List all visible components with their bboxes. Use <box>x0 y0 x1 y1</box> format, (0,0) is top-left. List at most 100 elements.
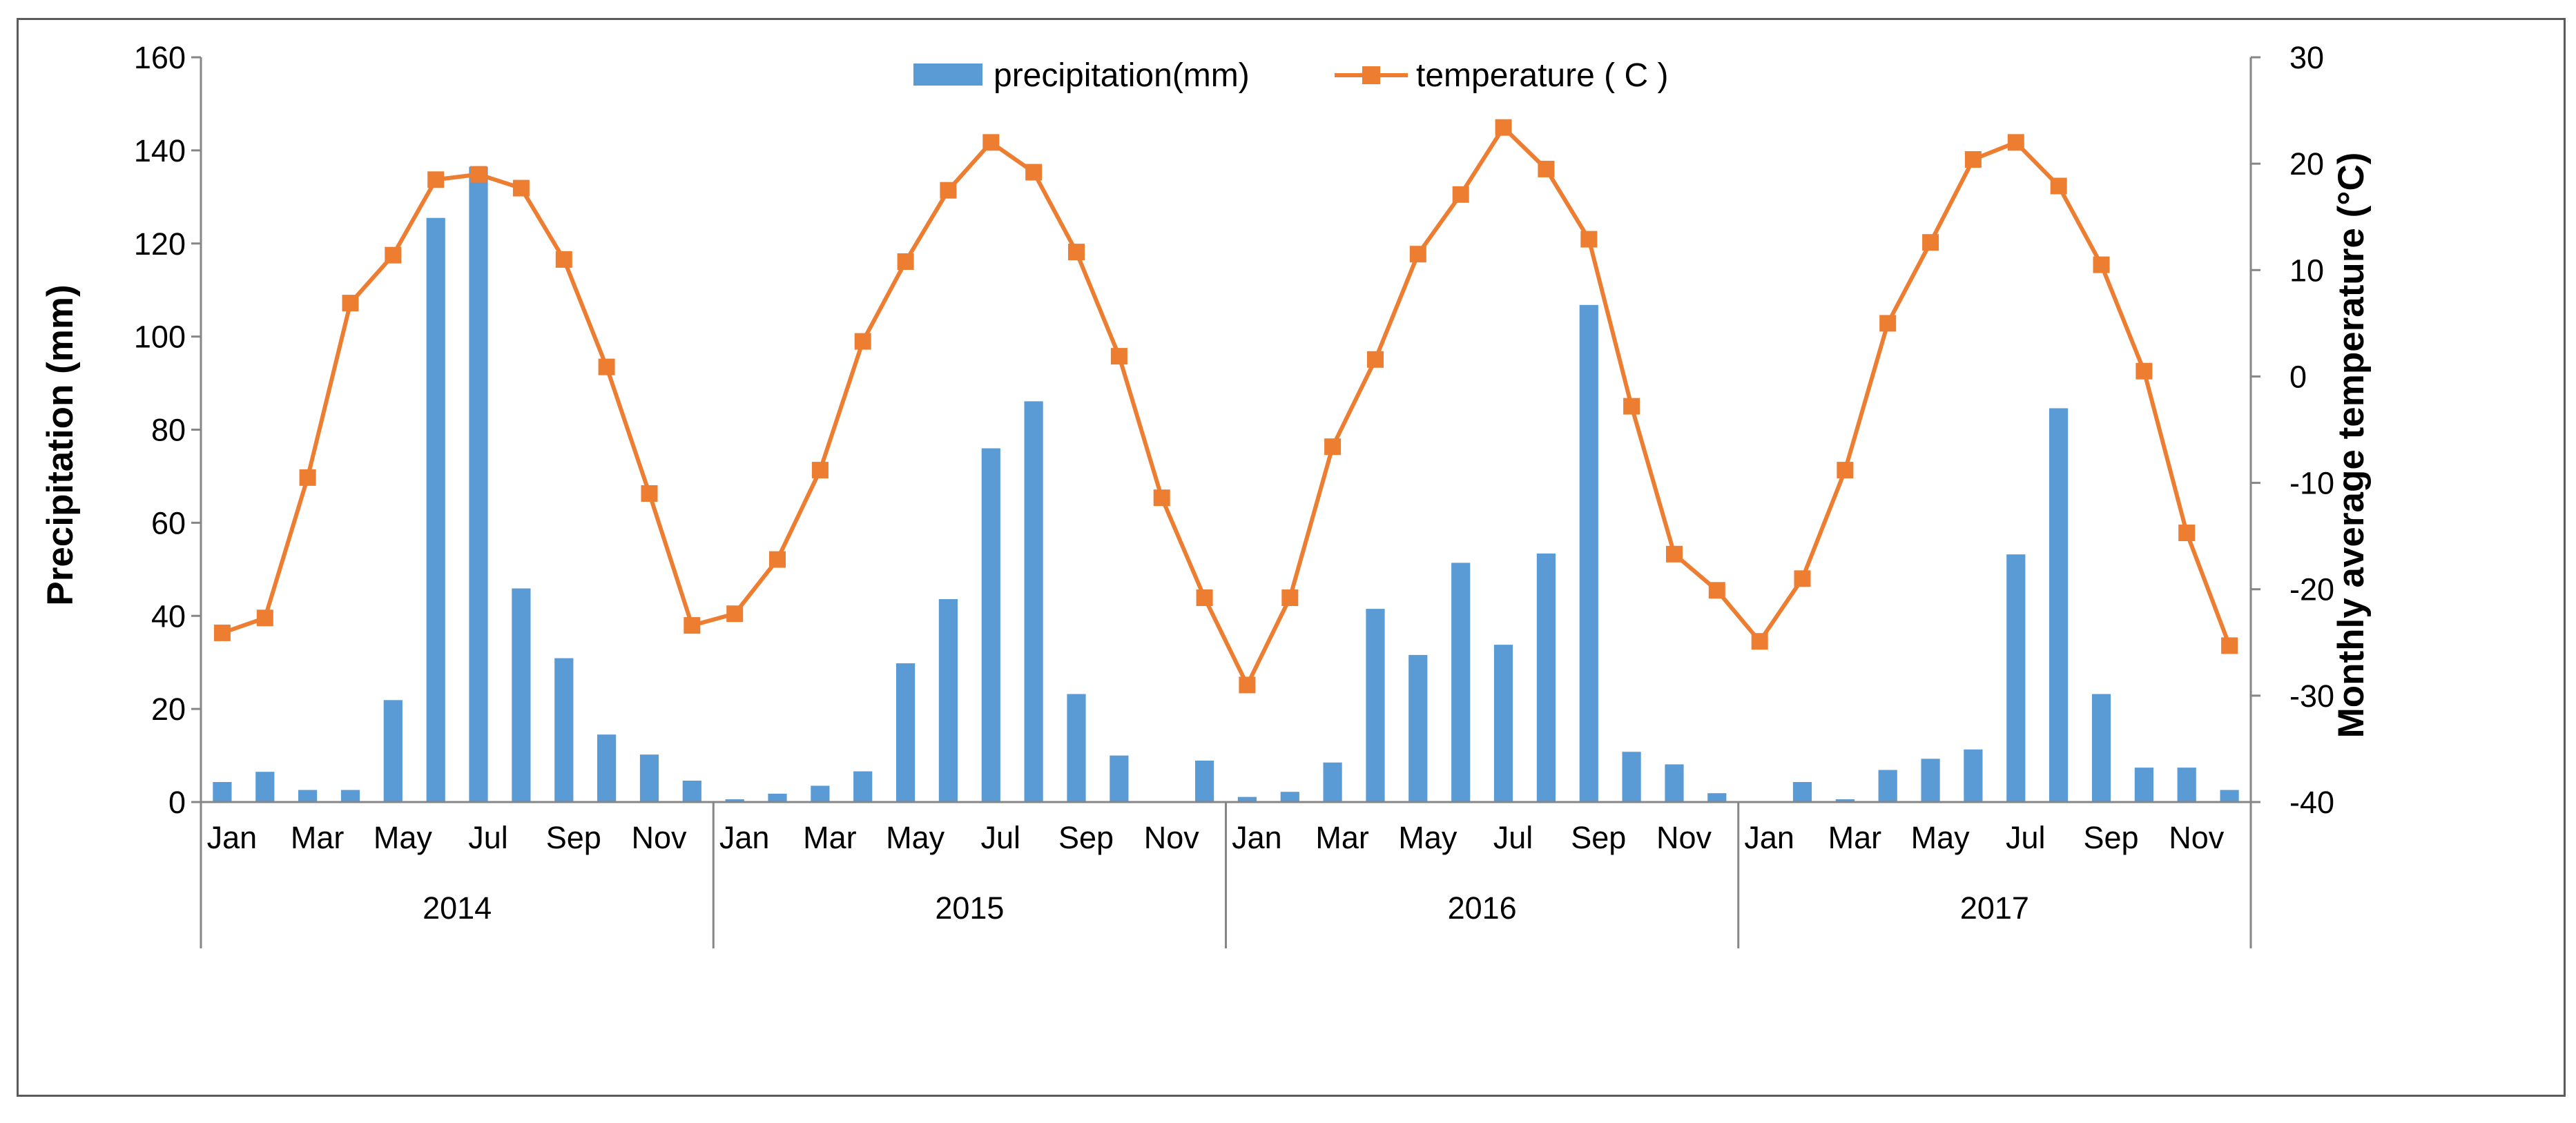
temperature-marker <box>470 166 487 183</box>
y-tick-label: 100 <box>134 320 186 355</box>
precipitation-bar <box>1323 762 1342 802</box>
temperature-marker <box>1153 489 1170 507</box>
x-month-label: May <box>1911 820 1970 855</box>
legend: precipitation(mm) temperature ( C ) <box>913 57 1668 94</box>
temperature-marker <box>1281 589 1299 606</box>
y-axis-title: Precipitation (mm) <box>40 284 81 605</box>
x-month-label: May <box>1398 820 1458 855</box>
x-month-label: Nov <box>1656 820 1712 855</box>
temperature-marker <box>1367 351 1384 368</box>
precipitation-bar <box>1408 654 1428 802</box>
temperature-marker <box>2178 525 2196 541</box>
temperature-marker <box>555 251 572 268</box>
x-month-label: Nov <box>631 820 687 855</box>
precipitation-bar <box>1964 749 1983 802</box>
y-tick-label: 60 <box>151 505 186 540</box>
y2-tick-label: 10 <box>2289 253 2324 288</box>
precipitation-bar <box>938 599 958 802</box>
temperature-marker <box>1708 582 1725 599</box>
temperature-marker <box>2007 134 2024 151</box>
precipitation-bar <box>2177 768 2196 802</box>
temperature-marker <box>1196 589 1213 606</box>
temperature-marker <box>1025 164 1043 181</box>
y2-axis-title: Monthly average temperature (°C) <box>2331 153 2372 739</box>
x-month-label: Jan <box>719 820 770 855</box>
x-month-label: Sep <box>1571 820 1626 855</box>
temperature-marker <box>769 551 786 568</box>
precipitation-bar <box>2049 408 2069 802</box>
precipitation-bar <box>597 734 617 802</box>
temperature-marker <box>2221 637 2238 654</box>
temperature-marker <box>1922 234 1939 251</box>
temperature-marker <box>811 462 829 479</box>
precipitation-bar <box>2220 790 2239 802</box>
temperature-marker <box>1452 186 1469 203</box>
precipitation-bar <box>469 166 488 802</box>
precipitation-bar <box>426 217 445 802</box>
precipitation-bar <box>512 588 531 802</box>
temperature-marker <box>1751 633 1768 650</box>
y-tick-label: 80 <box>151 413 186 448</box>
precipitation-bar <box>1665 764 1684 802</box>
x-month-label: May <box>374 820 433 855</box>
precipitation-bar <box>639 754 659 802</box>
x-month-label: Jul <box>1493 820 1533 855</box>
x-month-label: Mar <box>291 820 345 855</box>
y2-tick-label: -40 <box>2289 785 2334 820</box>
legend-precipitation-swatch <box>913 64 982 86</box>
x-month-label: Jan <box>207 820 258 855</box>
precipitation-bar <box>1067 694 1086 802</box>
y2-tick-label: 0 <box>2289 359 2307 394</box>
y-tick-label: 140 <box>134 133 186 168</box>
x-month-label: Jul <box>981 820 1021 855</box>
temperature-marker <box>1110 348 1127 365</box>
precipitation-bar <box>340 790 360 802</box>
precipitation-bar <box>2006 554 2026 802</box>
precipitation-bar <box>298 790 318 802</box>
precipitation-bar <box>811 785 830 802</box>
precipitation-bar <box>554 658 574 802</box>
chart-svg: 0 20 40 60 80 100 120 140 160 -40 -30 -20 -10 0 10 20 30… <box>40 40 2372 948</box>
precipitation-bar <box>1579 304 1598 802</box>
x-year-label: 2017 <box>1960 890 2029 926</box>
temperature-marker <box>2136 362 2153 380</box>
precipitation-bar <box>1792 782 1812 802</box>
y-tick-label: 160 <box>134 40 186 75</box>
chart-frame: 0 20 40 60 80 100 120 140 160 -40 -30 -20 -10 0 10 20 30… <box>17 18 2566 1097</box>
x-month-label: Jan <box>1232 820 1282 855</box>
temperature-marker <box>512 179 530 197</box>
temperature-marker <box>1068 244 1085 261</box>
temperature-marker <box>940 182 957 199</box>
precipitation-bar <box>896 663 916 802</box>
y2-tick-label: 20 <box>2289 146 2324 182</box>
temperature-marker <box>2050 177 2067 195</box>
y-tick-label: 120 <box>134 226 186 262</box>
temperature-marker <box>1495 119 1512 136</box>
temperature-marker <box>1324 438 1342 456</box>
precipitation-bar <box>1835 799 1854 802</box>
temperature-marker <box>385 246 402 264</box>
y-tick-label: 40 <box>151 598 186 634</box>
precipitation-bar <box>2134 768 2153 802</box>
temperature-marker <box>641 485 658 502</box>
x-month-label: Nov <box>2169 820 2225 855</box>
precipitation-bar <box>682 781 701 802</box>
temperature-marker <box>854 333 871 350</box>
precipitation-bar <box>1493 645 1513 802</box>
x-year-label: 2014 <box>423 890 492 926</box>
temperature-marker <box>1580 231 1598 248</box>
x-month-label: Sep <box>546 820 601 855</box>
temperature-marker <box>427 171 445 188</box>
legend-temperature-marker <box>1362 66 1380 84</box>
temperature-marker <box>684 617 701 634</box>
precipitation-bar <box>1451 563 1471 802</box>
temperature-marker <box>1794 570 1811 587</box>
precipitation-bar <box>1195 761 1214 802</box>
x-month-label: Jan <box>1744 820 1794 855</box>
precipitation-bar <box>725 799 744 802</box>
x-month-label: Mar <box>1828 820 1882 855</box>
temperature-marker <box>299 469 316 486</box>
temperature-marker <box>1879 315 1897 332</box>
precipitation-bar <box>1280 792 1299 802</box>
precipitation-bar <box>1878 770 1897 802</box>
